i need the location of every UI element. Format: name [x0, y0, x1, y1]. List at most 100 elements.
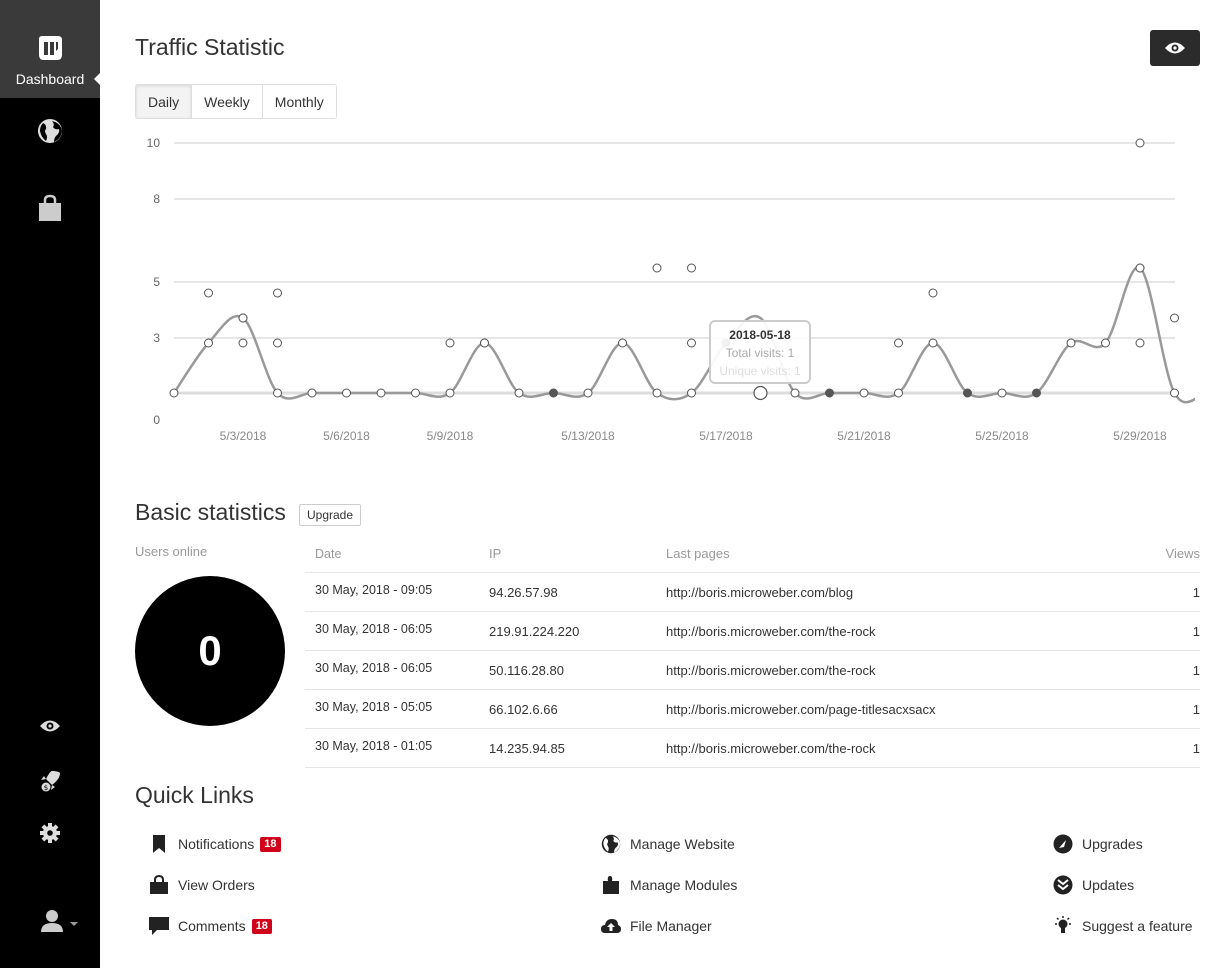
user-icon — [41, 910, 78, 932]
data-point — [445, 388, 455, 398]
preview-button[interactable] — [1150, 30, 1200, 66]
data-point — [1101, 338, 1110, 348]
quick-link-label: Notifications — [178, 836, 255, 852]
y-tick-label: 0 — [153, 413, 160, 427]
y-tick-label: 5 — [153, 275, 160, 289]
globe-icon — [38, 119, 62, 143]
scatter-point — [1135, 263, 1145, 273]
data-point — [514, 388, 524, 398]
data-point — [618, 338, 627, 348]
highlighted-data-point — [753, 385, 768, 401]
chevron-down-icon — [70, 922, 78, 926]
cell-ip: 66.102.6.66 — [489, 701, 558, 717]
data-point — [825, 388, 834, 398]
sidebar-item-shop[interactable] — [35, 193, 65, 223]
cell-date: 30 May, 2018 - 09:05 — [315, 583, 433, 597]
x-tick-label: 5/17/2018 — [699, 429, 753, 443]
cell-date: 30 May, 2018 - 06:05 — [315, 622, 433, 636]
scatter-point — [238, 313, 248, 323]
table-header: Date IP Last pages Views — [305, 535, 1200, 573]
quick-link-suggest-feature[interactable]: Suggest a feature — [1052, 915, 1193, 937]
shopping-bag-icon — [148, 874, 170, 896]
x-tick-label: 5/6/2018 — [323, 429, 370, 443]
sidebar-item-settings[interactable] — [35, 818, 65, 848]
y-tick-label: 8 — [153, 192, 160, 206]
quick-link-label: File Manager — [630, 918, 712, 934]
sidebar-item-live-edit[interactable] — [35, 711, 65, 741]
cell-views: 1 — [1192, 662, 1200, 678]
cell-ip: 219.91.224.220 — [489, 623, 580, 639]
gauge-icon — [1052, 833, 1074, 855]
cell-ip: 50.116.28.80 — [489, 662, 564, 678]
cell-views: 1 — [1192, 584, 1200, 600]
quick-link-label: Suggest a feature — [1082, 918, 1193, 934]
scatter-point — [273, 288, 282, 298]
sidebar-item-label: Dashboard — [15, 71, 85, 87]
active-caret — [94, 72, 101, 86]
data-point — [411, 388, 420, 398]
quick-link-manage-website[interactable]: Manage Website — [600, 833, 735, 855]
cell-page: http://boris.microweber.com/blog — [666, 584, 854, 600]
gear-icon — [40, 823, 60, 843]
tab-daily[interactable]: Daily — [136, 85, 192, 118]
rocket-icon: $ — [41, 771, 60, 792]
quick-link-updates[interactable]: Updates — [1052, 874, 1134, 896]
tab-monthly[interactable]: Monthly — [261, 85, 336, 118]
basic-statistics-title: Basic statistics — [135, 499, 286, 525]
sidebar-item-website[interactable] — [35, 116, 65, 146]
data-point — [687, 388, 696, 398]
data-point — [859, 388, 869, 398]
visits-table: Date IP Last pages Views 30 May, 2018 - … — [305, 535, 1200, 768]
cell-date: 30 May, 2018 - 06:05 — [315, 661, 433, 675]
cell-views: 1 — [1192, 740, 1200, 756]
cell-page: http://boris.microweber.com/page-titlesa… — [666, 701, 936, 717]
quick-link-manage-modules[interactable]: Manage Modules — [600, 874, 737, 896]
column-header-views: Views — [1165, 546, 1200, 561]
microweber-logo-icon — [35, 33, 65, 63]
quick-link-file-manager[interactable]: File Manager — [600, 915, 712, 937]
sidebar-user-menu[interactable] — [38, 906, 82, 936]
data-point — [583, 388, 593, 398]
tooltip-date: 2018-05-18 — [729, 328, 791, 342]
quick-link-view-orders[interactable]: View Orders — [148, 874, 255, 896]
data-point — [273, 388, 282, 398]
scatter-point — [687, 263, 696, 273]
x-tick-label: 5/13/2018 — [561, 429, 615, 443]
column-header-last-pages: Last pages — [666, 546, 730, 561]
cell-views: 1 — [1192, 701, 1200, 717]
period-tabs: Daily Weekly Monthly — [135, 84, 337, 119]
double-chevron-down-icon — [1052, 874, 1074, 896]
scatter-point — [928, 288, 938, 298]
quick-link-label: Manage Modules — [630, 877, 738, 893]
puzzle-icon — [600, 874, 622, 896]
data-point — [1066, 338, 1076, 348]
sidebar-item-marketplace[interactable]: $ — [35, 766, 65, 796]
table-row: 30 May, 2018 - 09:05 94.26.57.98 http://… — [305, 573, 1200, 612]
scatter-point — [1135, 338, 1145, 348]
scatter-point — [445, 338, 455, 348]
table-row: 30 May, 2018 - 06:05 50.116.28.80 http:/… — [305, 651, 1200, 690]
scatter-point — [1170, 313, 1179, 323]
scatter-point — [480, 338, 489, 348]
x-tick-label: 5/25/2018 — [975, 429, 1029, 443]
notifications-badge: 18 — [260, 836, 281, 852]
quick-link-notifications[interactable]: Notifications 18 — [148, 833, 281, 855]
data-point — [790, 388, 800, 398]
quick-link-upgrades[interactable]: Upgrades — [1052, 833, 1143, 855]
quick-link-label: Manage Website — [630, 836, 735, 852]
page-title: Traffic Statistic — [135, 34, 285, 60]
data-point — [928, 338, 938, 348]
tooltip-total-visits: Total visits: 1 — [725, 346, 795, 360]
column-header-date: Date — [315, 546, 342, 561]
scatter-point — [238, 338, 248, 348]
cell-ip: 94.26.57.98 — [489, 584, 558, 600]
cloud-upload-icon — [600, 915, 622, 937]
tab-weekly[interactable]: Weekly — [191, 85, 262, 118]
data-point — [204, 338, 213, 348]
quick-link-comments[interactable]: Comments 18 — [148, 915, 272, 937]
upgrade-button[interactable]: Upgrade — [299, 504, 361, 526]
sidebar-item-dashboard[interactable]: Dashboard — [0, 0, 101, 98]
users-online-count: 0 — [135, 576, 285, 726]
y-tick-label: 3 — [153, 331, 160, 345]
cell-page: http://boris.microweber.com/the-rock — [666, 623, 876, 639]
